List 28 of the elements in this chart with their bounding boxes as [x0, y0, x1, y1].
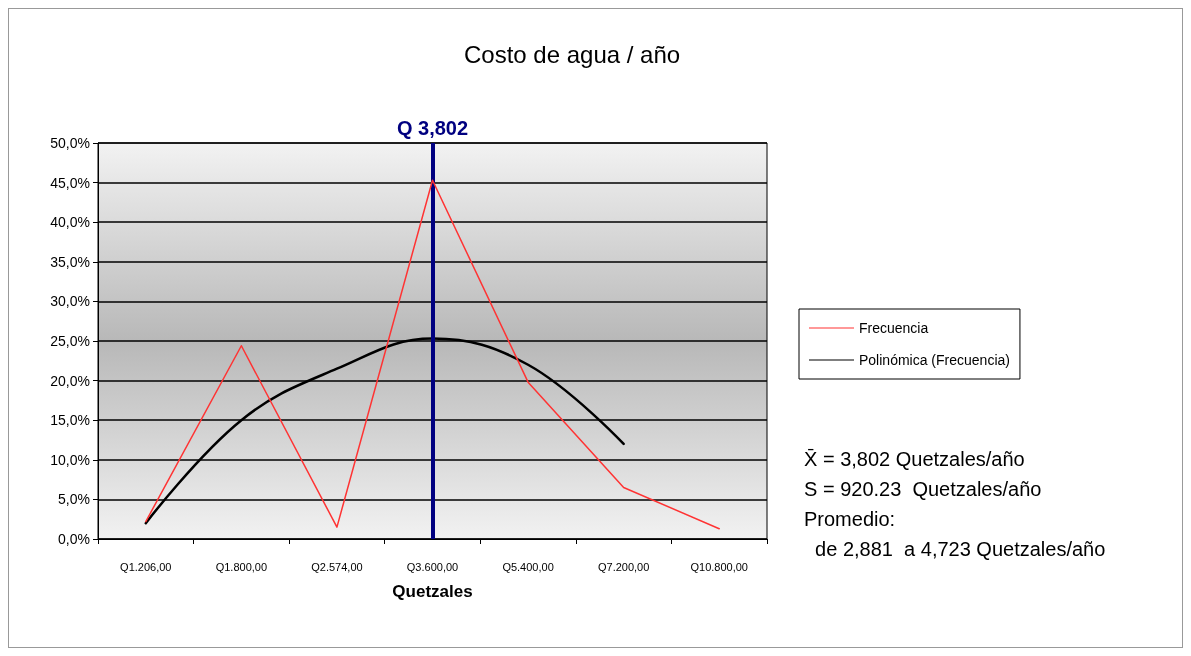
- y-tick-label: 25,0%: [50, 333, 90, 349]
- x-axis-title: Quetzales: [392, 582, 473, 601]
- y-tick-label: 30,0%: [50, 293, 90, 310]
- y-tick-label: 20,0%: [50, 372, 90, 389]
- text: Promedio:: [804, 508, 896, 530]
- y-tick-label: 0,0%: [58, 531, 90, 547]
- line-series: [145, 179, 720, 530]
- y-tick-label: 5,0%: [58, 491, 90, 508]
- x-tick-label: Q5.400,00: [502, 560, 554, 573]
- x-tick-label: Q2.574,00: [311, 560, 363, 573]
- y-tick-label: 10,0%: [50, 451, 90, 468]
- y-tick-label: 35,0%: [50, 253, 90, 270]
- y-tick-label: 50,0%: [50, 135, 90, 151]
- text: X̄ = 3,802 Quetzales/año: [804, 447, 1025, 470]
- x-tick-label: Q1.800,00: [215, 560, 268, 573]
- chart-title: Costo de agua / año: [464, 40, 681, 68]
- y-tick-label: 15,0%: [50, 412, 90, 429]
- y-tick-label: 45,0%: [50, 174, 90, 191]
- x-tick-label: Q7.200,00: [597, 560, 650, 573]
- text: de 2,881 a 4,723 Quetzales/año: [804, 538, 1106, 560]
- y-tick-label: 40,0%: [50, 214, 90, 231]
- x-tick-label: Q10.800,00: [690, 560, 748, 573]
- text: S = 920.23 Quetzales/año: [804, 478, 1042, 500]
- legend-label: Frecuencia: [859, 320, 929, 336]
- x-tick-label: Q3.600,00: [406, 560, 459, 573]
- legend-label: Polinómica (Frecuencia): [859, 352, 1010, 368]
- x-tick-label: Q1.206,00: [120, 560, 172, 573]
- ref-line-label: Q 3,802: [396, 117, 469, 139]
